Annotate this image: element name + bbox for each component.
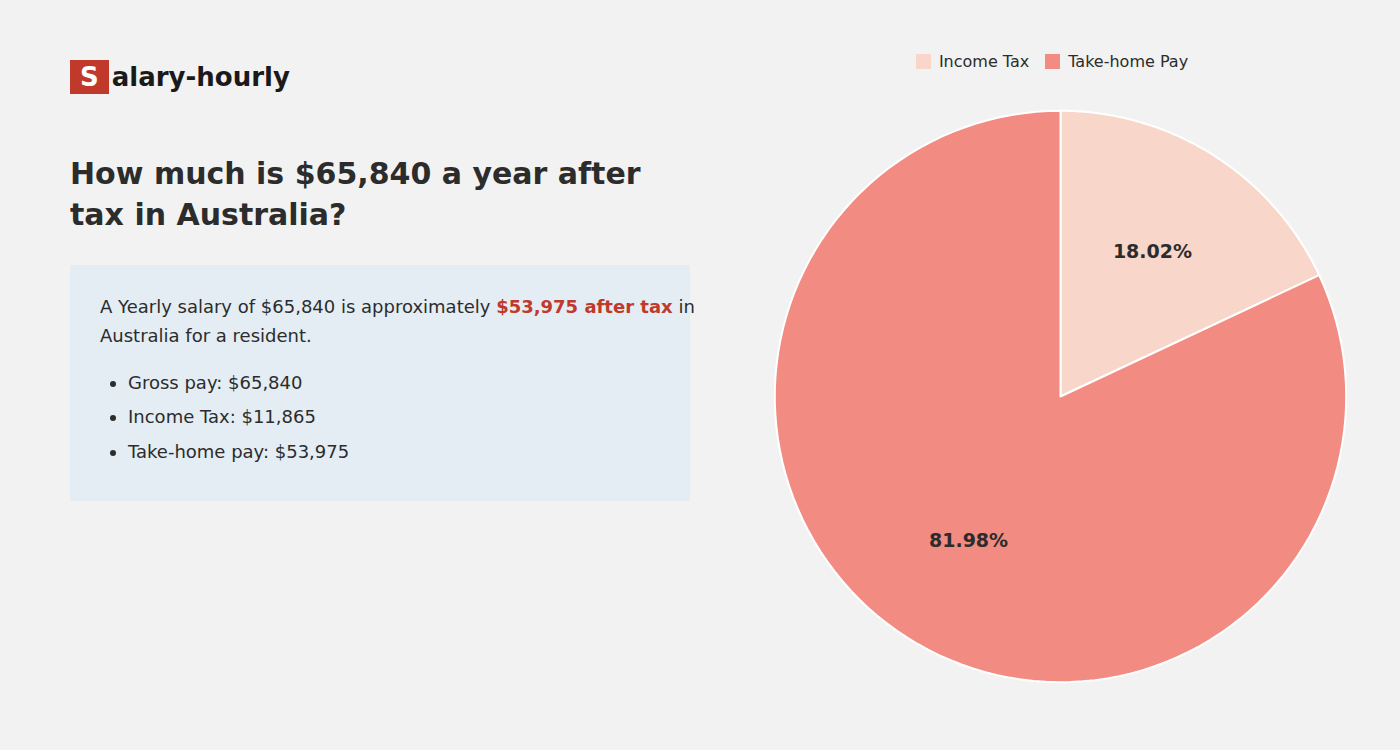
html-text:Take-home Pay: Take-home Pay bbox=[1068, 51, 1189, 71]
html-text:S: S bbox=[80, 62, 99, 92]
html-text:alary-hourly: alary-hourly bbox=[111, 62, 290, 92]
html-text:Gross pay: $65,840: Gross pay: $65,840 bbox=[128, 371, 303, 393]
html-text:A Yearly salary of $65,840 is: A Yearly salary of $65,840 is approximat… bbox=[100, 296, 695, 317]
html-text:Australia for a resident.: Australia for a resident. bbox=[100, 324, 312, 346]
svg-text:18.02%: 18.02% bbox=[1113, 239, 1192, 261]
html-text:Income Tax: $11,865: Income Tax: $11,865 bbox=[128, 406, 316, 428]
html-text:Take-home pay: $53,975: Take-home pay: $53,975 bbox=[128, 441, 350, 463]
html-text:Income Tax: Income Tax bbox=[938, 51, 1030, 71]
html-text:How much is $65,840 a year aft: How much is $65,840 a year after tax in … bbox=[70, 156, 641, 232]
svg-text:81.98%: 81.98% bbox=[929, 529, 1008, 551]
